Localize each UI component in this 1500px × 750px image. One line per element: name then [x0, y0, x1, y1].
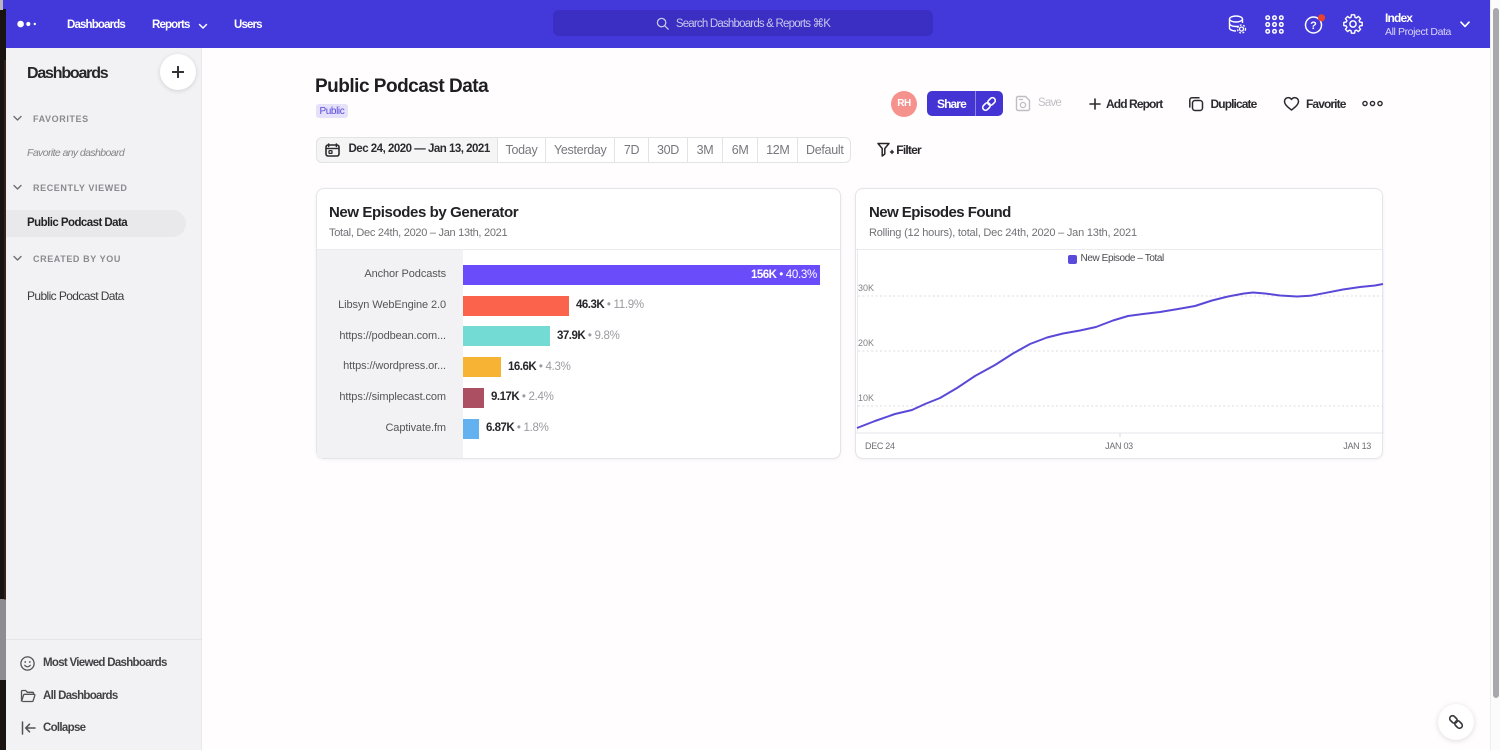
svg-text:?: ? — [1310, 20, 1317, 32]
svg-text:10K: 10K — [858, 393, 874, 403]
svg-text:30K: 30K — [858, 283, 874, 293]
svg-text:DEC 24: DEC 24 — [865, 441, 895, 451]
svg-text:20K: 20K — [858, 338, 874, 348]
svg-text:JAN 03: JAN 03 — [1105, 441, 1133, 451]
svg-text:JAN 13: JAN 13 — [1343, 441, 1371, 451]
